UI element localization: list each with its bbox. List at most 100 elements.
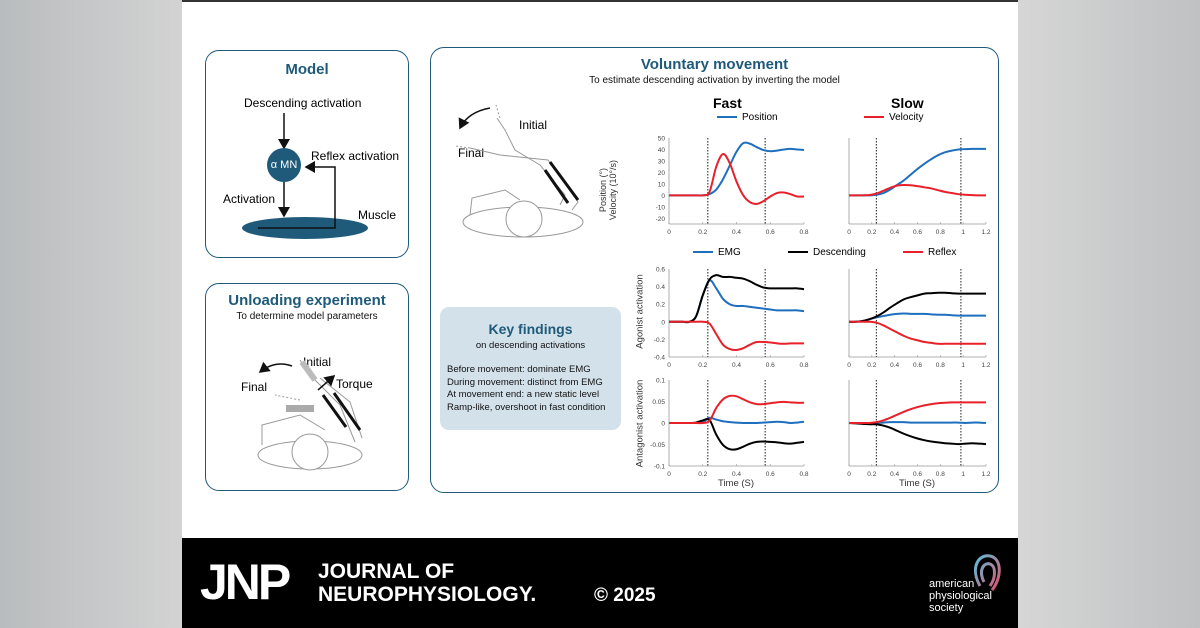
x-tick-label: 0.8 bbox=[936, 471, 945, 478]
legend-line-icon bbox=[864, 116, 884, 119]
legend-position: Position bbox=[717, 112, 778, 123]
legend-line-icon bbox=[717, 116, 737, 119]
x-tick-label: 1.2 bbox=[981, 471, 990, 478]
finding-item: Before movement: dominate EMG bbox=[447, 364, 591, 375]
series-line-emg bbox=[669, 279, 805, 324]
y-tick-label: 0.6 bbox=[656, 267, 665, 274]
background-right bbox=[1018, 0, 1200, 628]
y-tick-label: 0 bbox=[661, 421, 665, 428]
legend-velocity: Velocity bbox=[864, 112, 923, 123]
y-tick-label: -10 bbox=[656, 204, 666, 211]
finding-item: Ramp-like, overshoot in fast condition bbox=[447, 401, 606, 413]
series-line-velocity bbox=[849, 183, 987, 197]
society-word: society bbox=[929, 602, 964, 614]
x-tick-label: 0.4 bbox=[890, 229, 899, 236]
jnp-logo: JNP bbox=[200, 554, 291, 610]
legend-label: Velocity bbox=[889, 112, 924, 123]
y-tick-label: 50 bbox=[658, 136, 666, 143]
fast-title: Fast bbox=[713, 95, 742, 111]
model-title: Model bbox=[285, 61, 329, 78]
x-tick-label: 0 bbox=[667, 229, 671, 236]
xlabel-fast: Time (S) bbox=[718, 478, 755, 489]
alpha-mn-label: α MN bbox=[270, 159, 298, 171]
x-tick-label: 0.8 bbox=[799, 471, 808, 478]
voluntary-title: Voluntary movement bbox=[640, 56, 789, 73]
finding-item: At movement end: a new static level bbox=[447, 389, 600, 400]
x-tick-label: 0.6 bbox=[913, 229, 922, 236]
y-tick-label: 40 bbox=[658, 147, 666, 154]
xlabel-slow: Time (S) bbox=[899, 478, 936, 489]
x-tick-label: 0.2 bbox=[867, 229, 876, 236]
y-tick-label: 0 bbox=[661, 319, 665, 326]
x-tick-label: 0.6 bbox=[766, 362, 775, 369]
x-tick-label: 1.2 bbox=[981, 362, 990, 369]
x-tick-label: 0.4 bbox=[890, 362, 899, 369]
series-line-reflex bbox=[669, 320, 804, 352]
legend-line-icon bbox=[693, 251, 713, 254]
society-word: physiological bbox=[929, 590, 992, 602]
y-tick-label: -0.1 bbox=[654, 464, 666, 471]
y-tick-label: 20 bbox=[658, 170, 666, 177]
x-tick-label: 0 bbox=[667, 362, 671, 369]
y-tick-label: -0.4 bbox=[654, 355, 666, 362]
journal-footer: JNP JOURNAL OF NEUROPHYSIOLOGY. © 2025 a… bbox=[182, 538, 1018, 628]
y-tick-label: -20 bbox=[656, 216, 666, 223]
series-line-reflex bbox=[849, 401, 986, 425]
aps-society-name: american physiological society bbox=[929, 578, 992, 614]
key-findings-title: Key findings bbox=[488, 321, 573, 337]
y-tick-label: 30 bbox=[658, 158, 666, 165]
x-tick-label: 0.2 bbox=[698, 229, 707, 236]
unloading-subtitle: To determine model parameters bbox=[236, 311, 378, 322]
x-tick-label: 0.2 bbox=[698, 471, 707, 478]
unloading-final-label: Final bbox=[241, 380, 268, 394]
y-tick-label: -0.05 bbox=[650, 442, 665, 449]
journal-name-line2: NEUROPHYSIOLOGY. bbox=[318, 583, 537, 606]
x-tick-label: 1 bbox=[961, 229, 965, 236]
copyright-year: © 2025 bbox=[594, 585, 656, 606]
legend-emg: EMG bbox=[693, 247, 741, 258]
x-tick-label: 0.8 bbox=[936, 362, 945, 369]
journal-name-line1: JOURNAL OF bbox=[318, 560, 455, 583]
y-tick-label: -0.2 bbox=[654, 337, 666, 344]
x-tick-label: 0.2 bbox=[698, 362, 707, 369]
voluntary-subtitle: To estimate descending activation by inv… bbox=[589, 75, 840, 86]
x-tick-label: 0.8 bbox=[799, 229, 808, 236]
x-tick-label: 0.6 bbox=[766, 471, 775, 478]
legend-label: Descending bbox=[813, 247, 866, 258]
y-tick-label: 0 bbox=[661, 193, 665, 200]
ylabel-antagonist: Antagonist activation bbox=[634, 379, 646, 468]
legend-descending: Descending bbox=[788, 247, 866, 258]
reflex-label: Reflex activation bbox=[311, 149, 400, 163]
key-findings-subtitle: on descending activations bbox=[475, 340, 586, 351]
x-tick-label: 0 bbox=[847, 229, 851, 236]
x-tick-label: 0.4 bbox=[732, 229, 741, 236]
legend-line-icon bbox=[788, 251, 808, 254]
aps-logo-icon bbox=[974, 554, 1001, 591]
unloading-title: Unloading experiment bbox=[228, 292, 386, 309]
series-line-reflex bbox=[849, 320, 986, 345]
series-line-position bbox=[849, 147, 986, 197]
finding-item: During movement: distinct from EMG bbox=[447, 376, 603, 388]
ylabel-position-velocity: Position (°) Velocity (10°/s) bbox=[598, 159, 618, 221]
x-tick-label: 0.4 bbox=[890, 471, 899, 478]
y-tick-label: 10 bbox=[658, 181, 666, 188]
series-line-position bbox=[669, 141, 805, 197]
x-tick-label: 0.4 bbox=[732, 471, 741, 478]
y-tick-label: 0.1 bbox=[656, 378, 665, 385]
series-line-emg bbox=[848, 312, 986, 323]
background-left bbox=[0, 0, 182, 628]
society-word: american bbox=[929, 578, 975, 590]
key-findings-card: Key findings on descending activations B… bbox=[440, 307, 621, 430]
legend-label: EMG bbox=[718, 247, 741, 258]
x-tick-label: 0.8 bbox=[799, 362, 808, 369]
legend-line-icon bbox=[903, 251, 923, 254]
legend-label: Reflex bbox=[928, 247, 957, 258]
key-findings-list: Before movement: dominate EMG During mov… bbox=[447, 364, 605, 414]
x-tick-label: 0 bbox=[847, 471, 851, 478]
x-tick-label: 0.4 bbox=[732, 362, 741, 369]
legend-reflex: Reflex bbox=[903, 247, 956, 258]
series-line-descending bbox=[848, 422, 987, 446]
legend-label: Position bbox=[742, 112, 778, 123]
y-tick-label: 0.4 bbox=[656, 284, 665, 291]
series-line-reflex bbox=[669, 394, 805, 425]
